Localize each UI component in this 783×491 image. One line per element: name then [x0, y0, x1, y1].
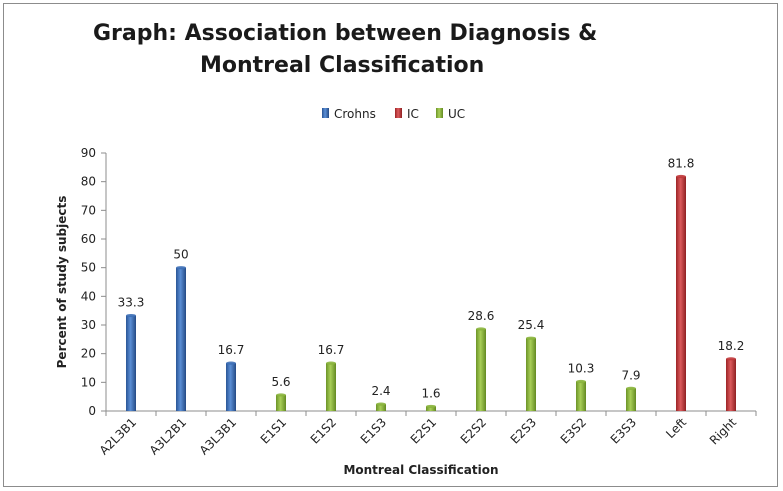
y-tick-label: 60: [81, 232, 96, 246]
bar-e1s2: [326, 363, 336, 411]
bar-cap-left: [676, 174, 686, 179]
y-tick-label: 80: [81, 175, 96, 189]
y-tick-label: 40: [81, 289, 96, 303]
data-label-a3l3b1: 16.7: [218, 343, 245, 357]
data-label-e1s1: 5.6: [271, 375, 290, 389]
y-tick-label: 10: [81, 375, 96, 389]
legend-label-crohns: Crohns: [334, 107, 376, 121]
bar-e2s3: [526, 338, 536, 411]
bar-cap-e1s3: [376, 402, 386, 406]
y-tick-label: 70: [81, 203, 96, 217]
bar-cap-a3l3b1: [226, 361, 236, 365]
x-tick-label: E1S2: [308, 415, 339, 446]
data-label-left: 81.8: [668, 157, 695, 171]
bar-e1s3: [376, 404, 386, 411]
bar-left: [676, 176, 686, 411]
data-label-e2s3: 25.4: [518, 318, 545, 332]
x-tick-label: E3S3: [608, 415, 639, 446]
chart-title-line-1: Graph: Association between Diagnosis &: [93, 21, 598, 46]
bar-e2s1: [426, 406, 436, 411]
data-label-e1s2: 16.7: [318, 343, 345, 357]
x-tick-label: Right: [707, 415, 739, 447]
x-tick-label: A2L3B1: [97, 415, 139, 457]
y-tick-label: 30: [81, 318, 96, 332]
legend-swatch-uc: [436, 108, 443, 118]
y-axis-title: Percent of study subjects: [55, 196, 69, 369]
data-label-right: 18.2: [718, 339, 745, 353]
legend-label-ic: IC: [407, 107, 419, 121]
axes: 0 10 20 30 40 50 60 70 80 90 A2L3B1 A3L2B1 A3L3B1 E1S…: [55, 146, 757, 477]
chart-title: Graph: Association between Diagnosis & M…: [60, 18, 660, 82]
data-label-e2s1: 1.6: [421, 386, 440, 400]
y-tick-label: 0: [88, 404, 96, 418]
bar-e1s1: [276, 394, 286, 411]
bar-cap-e2s3: [526, 336, 536, 340]
bar-cap-e1s2: [326, 361, 336, 365]
bars: [126, 174, 736, 411]
bar-cap-e3s3: [626, 386, 636, 390]
chart-title-line-2: Montreal Classification: [200, 53, 485, 78]
x-tick-label: A3L3B1: [197, 415, 239, 457]
legend-swatch-crohns: [322, 108, 329, 118]
bar-cap-right: [726, 357, 736, 361]
bar-e3s2: [576, 381, 586, 411]
y-tick-label: 90: [81, 146, 96, 160]
bar-cap-a2l3b1: [126, 313, 136, 318]
bar-a3l3b1: [226, 363, 236, 411]
data-label-a3l2b1: 50: [173, 248, 188, 262]
y-tick-label: 50: [81, 261, 96, 275]
data-label-e3s2: 10.3: [568, 361, 595, 375]
y-tick-label: 20: [81, 347, 96, 361]
bar-cap-e2s2: [476, 327, 486, 331]
data-label-a2l3b1: 33.3: [118, 296, 145, 310]
data-labels: 33.3 50 16.7 5.6 16.7 2.4 1.6 28.6 25.4 10.3 7.9 81…: [118, 157, 745, 401]
bar-cap-e2s1: [426, 404, 436, 409]
x-tick-label: A3L2B1: [147, 415, 189, 457]
bar-a3l2b1: [176, 267, 186, 411]
bar-cap-a3l2b1: [176, 266, 186, 270]
x-axis-title: Montreal Classification: [343, 463, 498, 477]
bar-e3s3: [626, 388, 636, 411]
x-tick-label: Left: [663, 415, 689, 441]
legend: Crohns IC UC: [322, 107, 465, 121]
bar-a2l3b1: [126, 315, 136, 411]
data-label-e3s3: 7.9: [621, 368, 640, 382]
x-tick-label: E1S3: [358, 415, 389, 446]
bar-cap-e1s1: [276, 393, 286, 397]
bar-e2s2: [476, 329, 486, 411]
x-tick-label: E2S3: [508, 415, 539, 446]
legend-label-uc: UC: [448, 107, 465, 121]
x-tick-label: E2S1: [408, 415, 439, 446]
bar-right: [726, 358, 736, 411]
x-tick-label: E2S2: [458, 415, 489, 446]
bar-cap-e3s2: [576, 379, 586, 384]
x-tick-label: E1S1: [258, 415, 289, 446]
data-label-e2s2: 28.6: [468, 309, 495, 323]
x-tick-label: E3S2: [558, 415, 589, 446]
legend-swatch-ic: [395, 108, 402, 118]
data-label-e1s3: 2.4: [371, 384, 390, 398]
